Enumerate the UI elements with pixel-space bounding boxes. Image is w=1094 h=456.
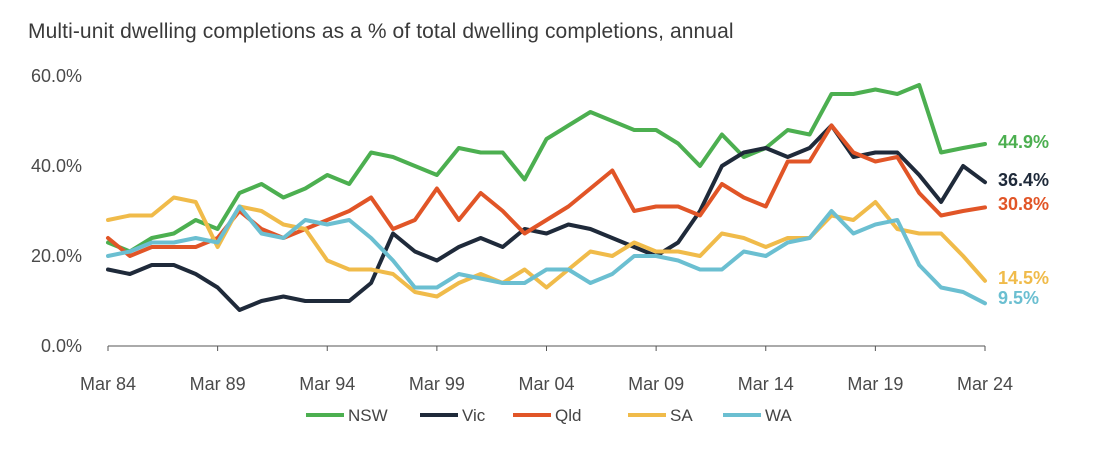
x-tick-label: Mar 04: [518, 374, 574, 394]
series-line-nsw: [106, 83, 987, 254]
end-label-sa: 14.5%: [998, 268, 1049, 288]
x-tick-label: Mar 09: [628, 374, 684, 394]
x-tick-label: Mar 89: [190, 374, 246, 394]
y-tick-label: 40.0%: [31, 156, 82, 176]
legend-label-nsw: NSW: [348, 406, 388, 425]
x-tick-label: Mar 19: [847, 374, 903, 394]
x-tick-label: Mar 94: [299, 374, 355, 394]
x-tick-label: Mar 99: [409, 374, 465, 394]
end-label-qld: 30.8%: [998, 194, 1049, 214]
series-line-qld: [106, 123, 987, 258]
x-tick-label: Mar 14: [738, 374, 794, 394]
end-label-wa: 9.5%: [998, 288, 1039, 308]
y-tick-label: 0.0%: [41, 336, 82, 356]
end-label-vic: 36.4%: [998, 170, 1049, 190]
legend-label-vic: Vic: [462, 406, 486, 425]
x-tick-label: Mar 24: [957, 374, 1013, 394]
legend-label-qld: Qld: [555, 406, 581, 425]
y-tick-label: 20.0%: [31, 246, 82, 266]
x-tick-label: Mar 84: [80, 374, 136, 394]
y-tick-label: 60.0%: [31, 66, 82, 86]
end-label-nsw: 44.9%: [998, 132, 1049, 152]
chart-title: Multi-unit dwelling completions as a % o…: [28, 20, 734, 43]
legend-label-sa: SA: [670, 406, 693, 425]
legend-label-wa: WA: [765, 406, 792, 425]
series-line-wa: [106, 204, 987, 306]
